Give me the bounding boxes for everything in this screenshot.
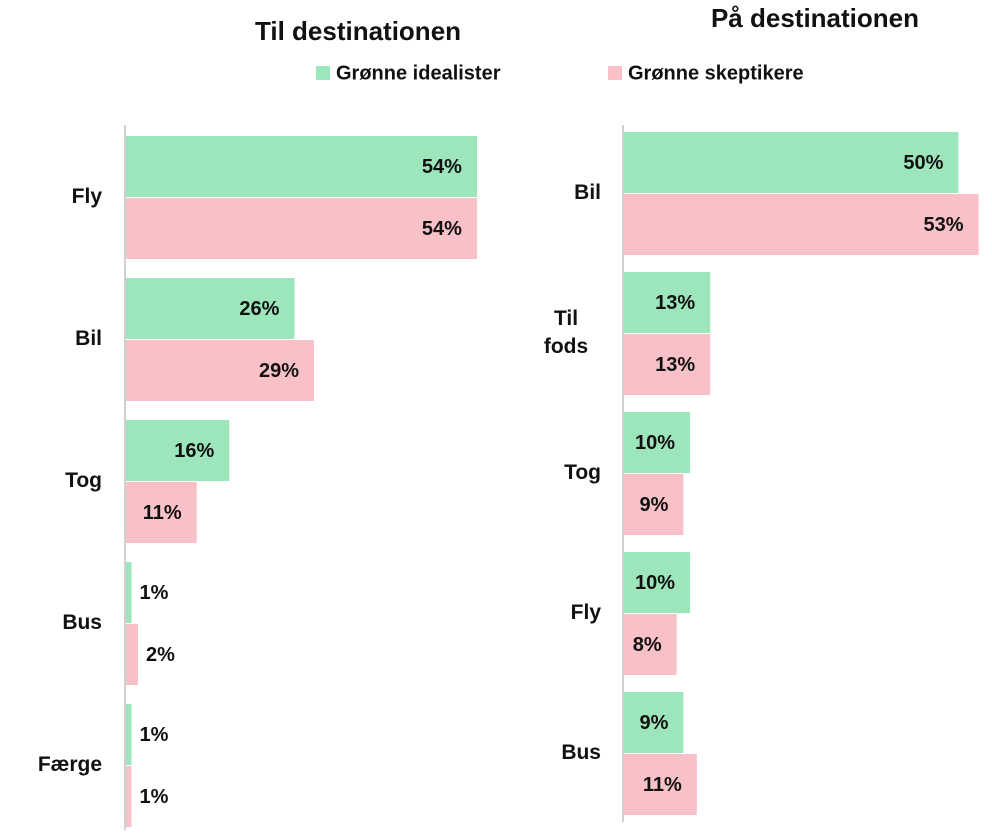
category-label: Fly [71, 185, 102, 208]
category-label-text: Bil [75, 327, 102, 350]
value-label: 9% [639, 712, 668, 734]
value-label: 1% [140, 786, 169, 808]
bar [125, 562, 132, 623]
bar [623, 334, 711, 395]
value-label: 29% [259, 360, 299, 382]
category-label: Tog [564, 461, 601, 484]
value-label: 1% [140, 724, 169, 746]
category-label-text: Til fods [543, 307, 589, 358]
bar [623, 474, 684, 535]
bar [125, 136, 477, 197]
bar [125, 766, 132, 827]
category-label: Bus [62, 611, 102, 634]
bar [623, 614, 677, 675]
value-label: 2% [146, 644, 175, 666]
bar [623, 132, 959, 193]
legend-swatch [608, 66, 622, 80]
category-label: Til fods [543, 307, 589, 358]
value-label: 11% [143, 502, 182, 524]
bar [125, 340, 315, 401]
bar [623, 692, 684, 753]
category-label-text: Tog [65, 469, 102, 492]
value-label: 26% [239, 298, 279, 320]
value-label: 53% [924, 214, 964, 236]
category-label-text: Fly [570, 601, 601, 624]
category-label-text: Bus [561, 741, 601, 764]
value-label: 1% [140, 582, 169, 604]
category-label-text: Fly [71, 185, 102, 208]
category-label: Fly [570, 601, 601, 624]
bar [125, 278, 295, 339]
category-label: Tog [65, 469, 102, 492]
value-label: 9% [639, 494, 668, 516]
category-label: Bil [75, 327, 102, 350]
value-label: 8% [633, 634, 662, 656]
category-label-text: Bil [574, 181, 601, 204]
value-label: 13% [655, 292, 695, 314]
bar [623, 754, 697, 815]
bar [125, 482, 197, 543]
category-label: Færge [37, 753, 102, 776]
bar [623, 194, 979, 255]
value-label: 54% [422, 218, 462, 240]
value-label: 11% [643, 774, 682, 796]
value-label: 10% [635, 432, 675, 454]
legend-label: Grønne idealister [336, 62, 501, 84]
bar [125, 624, 139, 685]
category-label: Bil [574, 181, 601, 204]
bar [125, 420, 230, 481]
bar [623, 272, 711, 333]
chart-title: Til destinationen [255, 16, 461, 46]
bar [125, 704, 132, 765]
legend-swatch [316, 66, 330, 80]
value-label: 50% [903, 152, 943, 174]
category-label-text: Tog [564, 461, 601, 484]
value-label: 13% [655, 354, 695, 376]
value-label: 54% [422, 156, 462, 178]
category-label-text: Færge [37, 753, 102, 776]
value-label: 16% [174, 440, 214, 462]
chart-title: På destinationen [711, 3, 919, 33]
category-label: Bus [561, 741, 601, 764]
bar [623, 412, 691, 473]
category-label-text: Bus [62, 611, 102, 634]
bar [623, 552, 691, 613]
legend-label: Grønne skeptikere [628, 62, 804, 84]
value-label: 10% [635, 572, 675, 594]
bar [125, 198, 477, 259]
